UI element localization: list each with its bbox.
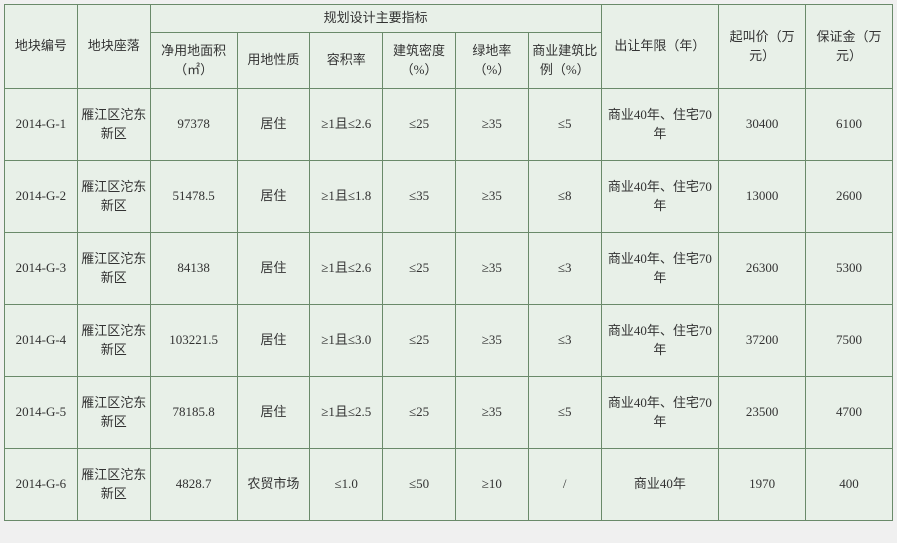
cell-plot-id: 2014-G-6: [5, 449, 78, 521]
cell-green-rate: ≥35: [455, 89, 528, 161]
cell-plot-id: 2014-G-1: [5, 89, 78, 161]
header-net-area: 净用地面积（㎡）: [150, 33, 237, 89]
table-body: 2014-G-1雁江区沱东新区97378居住≥1且≤2.6≤25≥35≤5商业4…: [5, 89, 893, 521]
cell-deposit: 6100: [806, 89, 893, 161]
cell-density: ≤25: [383, 377, 456, 449]
cell-far: ≥1且≤3.0: [310, 305, 383, 377]
cell-density: ≤25: [383, 233, 456, 305]
header-plot-id: 地块编号: [5, 5, 78, 89]
header-far: 容积率: [310, 33, 383, 89]
cell-net-area: 97378: [150, 89, 237, 161]
cell-deposit: 400: [806, 449, 893, 521]
cell-location: 雁江区沱东新区: [77, 233, 150, 305]
header-green-rate: 绿地率（%）: [455, 33, 528, 89]
cell-density: ≤35: [383, 161, 456, 233]
table-header-row-1: 地块编号 地块座落 规划设计主要指标 出让年限（年） 起叫价（万元） 保证金（万…: [5, 5, 893, 33]
header-commercial-ratio: 商业建筑比例（%）: [528, 33, 601, 89]
cell-term: 商业40年、住宅70年: [601, 305, 718, 377]
cell-term: 商业40年、住宅70年: [601, 89, 718, 161]
header-starting-price: 起叫价（万元）: [719, 5, 806, 89]
table-row: 2014-G-6雁江区沱东新区4828.7农贸市场≤1.0≤50≥10/商业40…: [5, 449, 893, 521]
cell-term: 商业40年、住宅70年: [601, 377, 718, 449]
cell-deposit: 5300: [806, 233, 893, 305]
cell-deposit: 2600: [806, 161, 893, 233]
cell-commercial-ratio: ≤8: [528, 161, 601, 233]
cell-plot-id: 2014-G-3: [5, 233, 78, 305]
cell-far: ≥1且≤2.6: [310, 89, 383, 161]
cell-starting-price: 1970: [719, 449, 806, 521]
cell-density: ≤50: [383, 449, 456, 521]
header-planning-group: 规划设计主要指标: [150, 5, 601, 33]
cell-density: ≤25: [383, 89, 456, 161]
cell-starting-price: 30400: [719, 89, 806, 161]
cell-green-rate: ≥35: [455, 377, 528, 449]
cell-green-rate: ≥10: [455, 449, 528, 521]
cell-deposit: 7500: [806, 305, 893, 377]
header-density: 建筑密度（%）: [383, 33, 456, 89]
cell-plot-id: 2014-G-5: [5, 377, 78, 449]
cell-term: 商业40年、住宅70年: [601, 161, 718, 233]
cell-location: 雁江区沱东新区: [77, 449, 150, 521]
header-term: 出让年限（年）: [601, 5, 718, 89]
land-parcel-table: 地块编号 地块座落 规划设计主要指标 出让年限（年） 起叫价（万元） 保证金（万…: [4, 4, 893, 521]
cell-commercial-ratio: ≤3: [528, 305, 601, 377]
cell-net-area: 84138: [150, 233, 237, 305]
cell-green-rate: ≥35: [455, 305, 528, 377]
cell-location: 雁江区沱东新区: [77, 89, 150, 161]
cell-far: ≥1且≤1.8: [310, 161, 383, 233]
cell-net-area: 78185.8: [150, 377, 237, 449]
cell-plot-id: 2014-G-4: [5, 305, 78, 377]
cell-starting-price: 23500: [719, 377, 806, 449]
cell-location: 雁江区沱东新区: [77, 377, 150, 449]
cell-deposit: 4700: [806, 377, 893, 449]
cell-green-rate: ≥35: [455, 161, 528, 233]
cell-far: ≤1.0: [310, 449, 383, 521]
cell-far: ≥1且≤2.6: [310, 233, 383, 305]
cell-net-area: 51478.5: [150, 161, 237, 233]
cell-usage: 居住: [237, 161, 310, 233]
cell-starting-price: 13000: [719, 161, 806, 233]
cell-usage: 居住: [237, 377, 310, 449]
cell-commercial-ratio: ≤5: [528, 89, 601, 161]
table-row: 2014-G-1雁江区沱东新区97378居住≥1且≤2.6≤25≥35≤5商业4…: [5, 89, 893, 161]
cell-density: ≤25: [383, 305, 456, 377]
cell-term: 商业40年、住宅70年: [601, 233, 718, 305]
cell-usage: 居住: [237, 305, 310, 377]
header-location: 地块座落: [77, 5, 150, 89]
header-usage: 用地性质: [237, 33, 310, 89]
cell-net-area: 4828.7: [150, 449, 237, 521]
cell-usage: 农贸市场: [237, 449, 310, 521]
cell-location: 雁江区沱东新区: [77, 161, 150, 233]
cell-commercial-ratio: ≤3: [528, 233, 601, 305]
cell-far: ≥1且≤2.5: [310, 377, 383, 449]
cell-location: 雁江区沱东新区: [77, 305, 150, 377]
cell-net-area: 103221.5: [150, 305, 237, 377]
cell-term: 商业40年: [601, 449, 718, 521]
table-row: 2014-G-3雁江区沱东新区84138居住≥1且≤2.6≤25≥35≤3商业4…: [5, 233, 893, 305]
cell-green-rate: ≥35: [455, 233, 528, 305]
cell-commercial-ratio: ≤5: [528, 377, 601, 449]
table-row: 2014-G-2雁江区沱东新区51478.5居住≥1且≤1.8≤35≥35≤8商…: [5, 161, 893, 233]
cell-plot-id: 2014-G-2: [5, 161, 78, 233]
cell-starting-price: 37200: [719, 305, 806, 377]
table-row: 2014-G-5雁江区沱东新区78185.8居住≥1且≤2.5≤25≥35≤5商…: [5, 377, 893, 449]
table-row: 2014-G-4雁江区沱东新区103221.5居住≥1且≤3.0≤25≥35≤3…: [5, 305, 893, 377]
cell-starting-price: 26300: [719, 233, 806, 305]
cell-usage: 居住: [237, 233, 310, 305]
cell-usage: 居住: [237, 89, 310, 161]
cell-commercial-ratio: /: [528, 449, 601, 521]
header-deposit: 保证金（万元）: [806, 5, 893, 89]
